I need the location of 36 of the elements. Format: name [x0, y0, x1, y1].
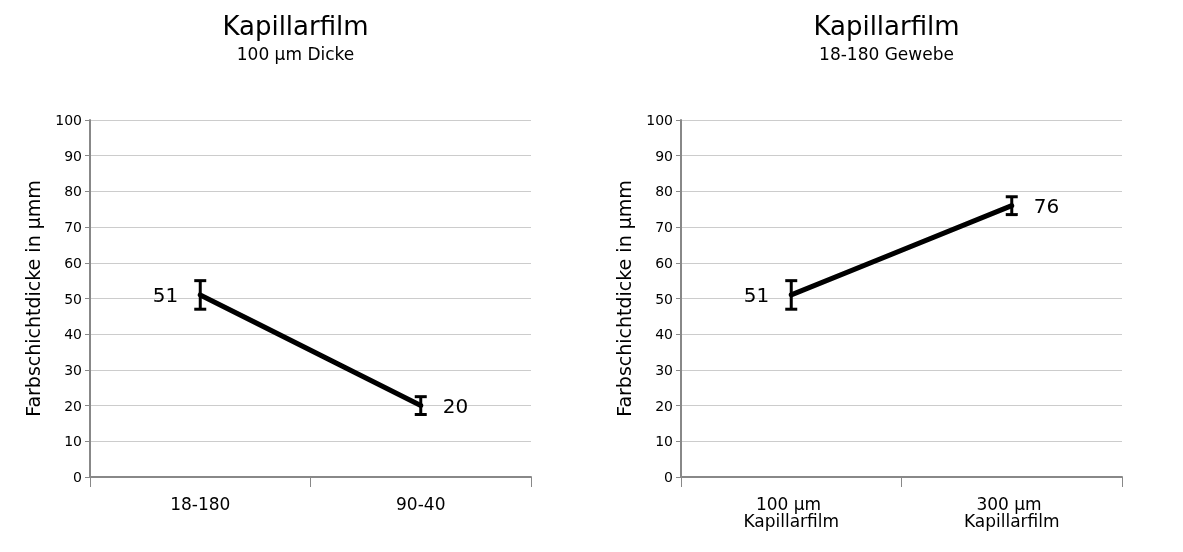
data-label: 51 [152, 282, 179, 307]
data-label: 76 [1033, 193, 1060, 218]
y-tick-label: 100 [55, 112, 82, 128]
y-tick-label: 40 [655, 326, 673, 343]
y-tick-label: 40 [64, 326, 82, 343]
y-tick-label: 80 [64, 183, 82, 200]
y-tick-label: 10 [64, 433, 82, 450]
y-tick-label: 90 [64, 147, 82, 164]
chart-title: Kapillarfilm [222, 11, 369, 41]
y-tick-label: 30 [64, 361, 82, 378]
y-tick-label: 90 [655, 147, 673, 164]
y-tick-label: 50 [655, 290, 673, 307]
y-tick-label: 20 [64, 397, 82, 414]
y-tick-label: 70 [655, 219, 673, 236]
x-tick-label: 100 µm Kapillarfilm [743, 493, 840, 531]
x-tick-label: 90-40 [396, 493, 446, 514]
chart-subtitle: 18-180 Gewebe [819, 43, 954, 64]
y-tick-label: 20 [655, 397, 673, 414]
data-label: 20 [442, 393, 469, 418]
y-tick-label: 10 [655, 433, 673, 450]
y-axis-title: Farbschichtdicke in µmm [612, 180, 635, 417]
y-tick-label: 50 [64, 290, 82, 307]
data-label: 51 [743, 282, 770, 307]
chart-title: Kapillarfilm [813, 11, 960, 41]
x-tick-label: 300 µm Kapillarfilm [963, 493, 1060, 531]
y-tick-label: 30 [655, 361, 673, 378]
y-tick-label: 60 [655, 254, 673, 271]
y-tick-label: 60 [64, 254, 82, 271]
x-tick-label: 18-180 [170, 493, 231, 514]
y-axis-title: Farbschichtdicke in µmm [21, 180, 44, 417]
y-tick-label: 0 [664, 469, 673, 485]
chart-subtitle: 100 µm Dicke [236, 43, 355, 64]
y-tick-label: 100 [646, 112, 673, 128]
y-tick-label: 70 [64, 219, 82, 236]
y-tick-label: 80 [655, 183, 673, 200]
y-tick-label: 0 [73, 469, 82, 485]
